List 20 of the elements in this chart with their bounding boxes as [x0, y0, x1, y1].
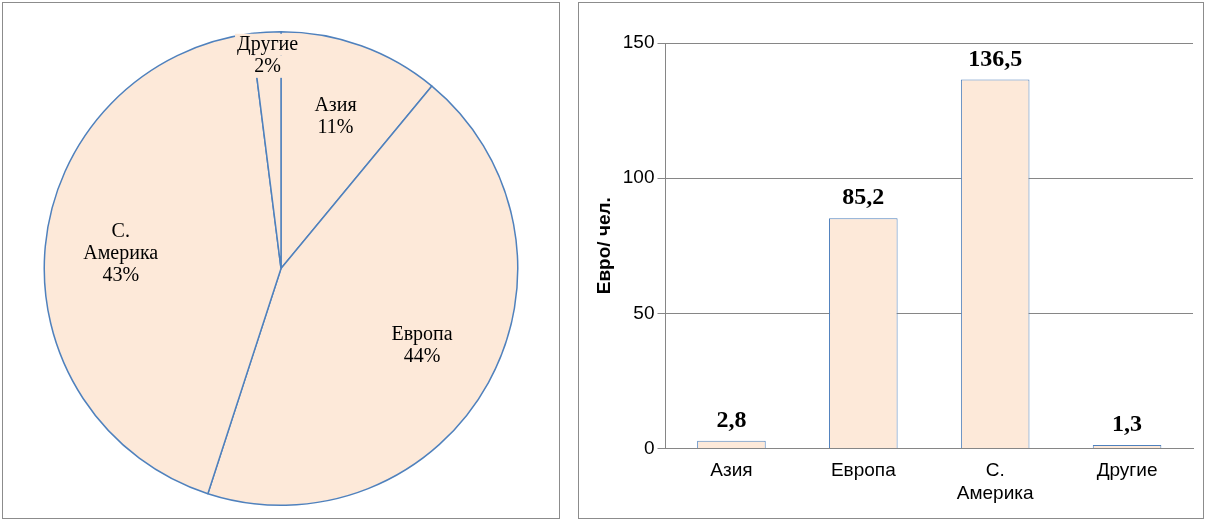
data-label: 2,8 — [716, 406, 747, 433]
x-tick-label: Европа — [830, 459, 897, 481]
data-label: 136,5 — [968, 44, 1023, 71]
slice-label: Европа — [391, 322, 453, 346]
slice-label: Азия — [314, 93, 357, 116]
data-label: 85,2 — [842, 183, 885, 210]
y-axis-title: Евро/ чел. — [592, 197, 614, 295]
data-label: 11% — [317, 115, 354, 138]
y-tick-label: 150 — [622, 31, 655, 53]
y-tick-label: 50 — [633, 301, 655, 323]
data-label: 2% — [254, 54, 281, 77]
y-tick-label: 100 — [622, 166, 655, 188]
slice-label: С. Америка — [83, 218, 159, 264]
x-tick-label: Азия — [710, 459, 753, 481]
slice-label: Другие — [237, 32, 299, 56]
x-tick-label: С. Америка — [956, 459, 1035, 503]
data-label: 1,3 — [1112, 410, 1143, 437]
x-tick-label: Другие — [1096, 459, 1158, 481]
y-tick-label: 0 — [643, 436, 655, 458]
data-label: 44% — [403, 344, 441, 367]
